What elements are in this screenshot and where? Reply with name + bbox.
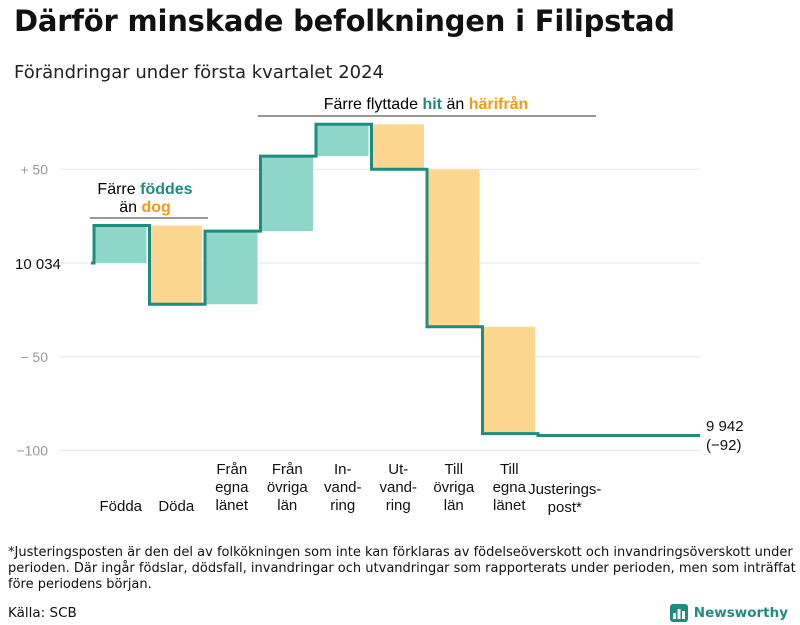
start-value-label: 10 034 [15, 256, 61, 273]
birth-annotation-line2: än dog [119, 199, 171, 216]
step-line [91, 122, 700, 437]
y-tick-label: −100 [16, 443, 48, 459]
bar-till-övriga-län [427, 169, 480, 327]
x-tick-label: Justerings- [528, 481, 601, 498]
bar-från-övriga-län [260, 156, 313, 232]
bar-döda [149, 225, 202, 305]
end-value-label: 9 942 [706, 418, 744, 435]
bars [94, 124, 535, 434]
x-tick-label: Från [216, 461, 247, 478]
source: Källa: SCB [8, 605, 77, 621]
bar-invandring [316, 124, 369, 157]
x-tick-label: vand- [379, 479, 417, 496]
step-line-group [91, 122, 700, 437]
footnote: *Justeringsposten är den del av folkökni… [8, 545, 796, 592]
x-axis-labels: Födda DödaFrånegnalänetFrånövrigalänIn-va… [99, 461, 601, 516]
x-tick-label: Ut- [388, 461, 408, 478]
bar-till-egna-länet [482, 326, 535, 434]
end-change-label: (−92) [706, 437, 741, 454]
x-tick-label: ring [386, 497, 411, 514]
x-tick-label: Till [500, 461, 519, 478]
chart-subtitle: Förändringar under första kvartalet 2024 [14, 62, 385, 83]
chart-title: Därför minskade befolkningen i Filipstad [14, 4, 675, 38]
x-tick-label: vand- [324, 479, 362, 496]
x-tick-label: övriga [267, 479, 309, 496]
bar-födda [94, 225, 147, 263]
logo-chart-icon [669, 604, 688, 622]
bar-från-egna-länet [205, 231, 258, 305]
y-tick-label: + 50 [20, 161, 48, 177]
migration-annotation: Färre flyttade hit än härifrån [324, 95, 529, 113]
x-tick-label: länet [493, 497, 526, 514]
x-tick-label: län [444, 497, 464, 514]
x-tick-label: Till [444, 461, 463, 478]
x-tick-label: Från [272, 461, 303, 478]
x-tick-label: egna [215, 479, 249, 496]
y-tick-label: − 50 [20, 349, 48, 365]
x-tick-label: övriga [433, 479, 475, 496]
x-tick-label: ring [330, 497, 355, 514]
birth-annotation-line1: Färre föddes [97, 181, 192, 198]
bar-utvandring [371, 124, 424, 170]
x-tick-label: egna [493, 479, 527, 496]
logo-text: Newsworthy [693, 605, 788, 621]
y-axis-ticks: + 50 − 50 −100 [16, 161, 48, 458]
x-tick-label: In- [334, 461, 352, 478]
x-tick-label: post* [548, 499, 582, 516]
x-tick-label: län [277, 497, 297, 514]
waterfall-chart: + 50− 50−100 Födda DödaFrånegnalänetFrånö… [15, 95, 744, 516]
x-tick-label: Döda [158, 498, 195, 515]
x-tick-label: länet [215, 497, 248, 514]
newsworthy-logo: Newsworthy [669, 604, 788, 622]
x-tick-label: Födda [99, 498, 142, 515]
